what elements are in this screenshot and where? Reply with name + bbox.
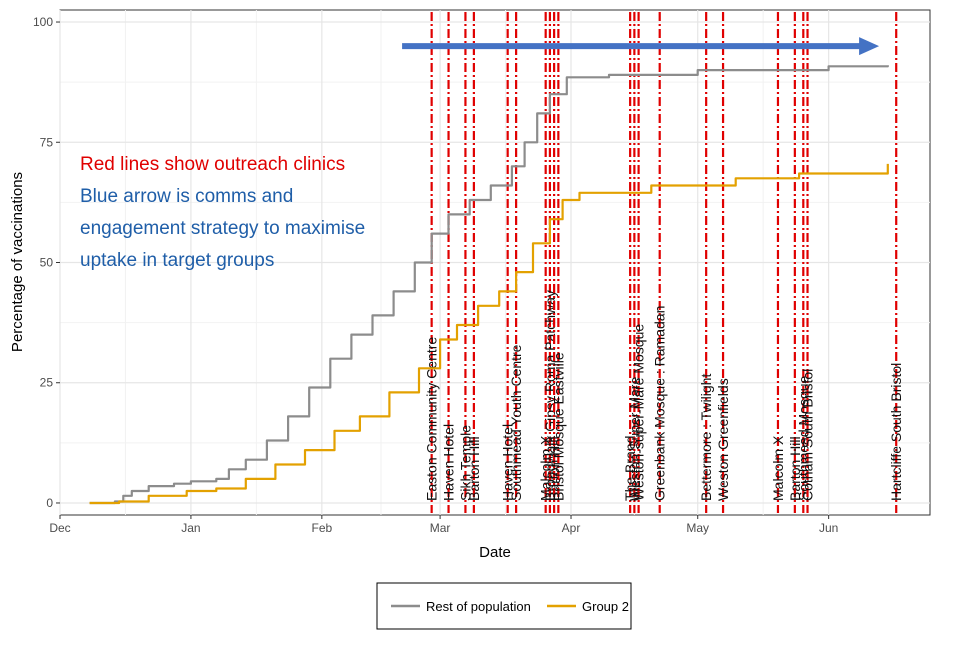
annotation-red-lines: Red lines show outreach clinics [80,154,345,175]
annotation-block: Red lines show outreach clinics Blue arr… [80,154,365,271]
annotation-blue-arrow-3: uptake in target groups [80,250,274,271]
x-tick-label: Jun [819,521,838,535]
x-axis-title: Date [479,544,511,561]
outreach-clinic-label: Hartcliffe South Bristol [888,363,904,501]
outreach-clinic-label: Weston-super-Mare Mosque [631,324,647,501]
x-tick-label: Feb [312,521,333,535]
series-line-rest-of-population [89,65,889,505]
outreach-clinic-label: Haven Hotel [441,424,457,501]
outreach-clinic-label: Bettermore : Twilight [698,374,714,501]
x-tick-label: Apr [562,521,581,535]
outreach-clinic-label: Barton Hill [466,436,482,501]
x-tick-label: May [686,521,709,535]
annotation-blue-arrow-2: engagement strategy to maximise [80,218,365,239]
legend: Rest of population Group 2 [376,582,632,630]
x-tick-label: Jan [181,521,200,535]
comms-arrow-head [859,37,880,56]
y-tick-label: 50 [40,256,54,270]
outreach-clinic-label: Sikh Temple [457,425,473,501]
outreach-clinic-label: Bristol Mosque Eastville [550,352,566,501]
legend-label-rest: Rest of population [426,599,531,614]
series-layer [89,37,889,505]
outreach-clinic-label: Southmead Youth Centre [508,344,524,501]
axis-layer: 0 25 50 75 100 Dec Jan Feb Mar Apr May Jun [33,15,838,535]
y-tick-label: 100 [33,15,53,29]
x-tick-label: Dec [49,521,70,535]
outreach-clinic-label: Barton Hill [787,436,803,501]
y-tick-label: 25 [40,376,54,390]
outreach-clinic-label: Easton Community Centre [424,337,440,501]
series-line-group-2 [89,163,889,505]
clinic-lines-layer: Easton Community Centre Haven Hotel Sikh T… [424,12,904,513]
grid-layer [59,10,930,515]
outreach-clinic-label: Cotham South Bristol [800,369,816,501]
y-axis-title: Percentage of vaccinations [9,172,26,352]
y-tick-label: 0 [46,496,53,510]
annotation-blue-arrow-1: Blue arrow is comms and [80,186,293,207]
outreach-clinic-label: Weston Greenfields [715,378,731,501]
outreach-clinic-label: Greenbank Mosque : Ramadan [652,306,668,501]
outreach-clinic-label: Haven Hotel [500,424,516,501]
outreach-clinic-label: Malcolm X [770,435,786,501]
legend-label-group2: Group 2 [582,599,629,614]
y-tick-label: 75 [40,135,54,149]
x-tick-label: Mar [430,521,451,535]
